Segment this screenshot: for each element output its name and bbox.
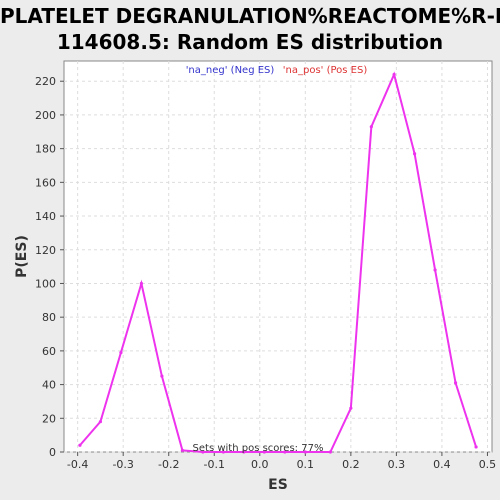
- plot-area: [63, 60, 493, 453]
- pos-scores-annotation: Sets with pos scores: 77%: [193, 443, 324, 454]
- y-tick-label: 120: [35, 244, 56, 257]
- data-point: [283, 450, 287, 454]
- y-tick-label: 220: [35, 75, 56, 88]
- y-tick-label: 60: [42, 345, 56, 358]
- series-line: [79, 71, 478, 453]
- data-point: [78, 443, 82, 447]
- data-point: [303, 450, 307, 454]
- y-tick-label: 200: [35, 109, 56, 122]
- series-group: [78, 71, 478, 454]
- data-point: [98, 420, 103, 424]
- y-tick-label: 0: [49, 446, 56, 459]
- x-tick-label: 0.2: [342, 458, 360, 471]
- y-tick-label: 160: [35, 176, 56, 189]
- data-point: [369, 125, 373, 129]
- data-point: [433, 268, 437, 272]
- data-point: [180, 448, 184, 452]
- x-tick-label: -0.3: [112, 458, 133, 471]
- data-point: [474, 445, 478, 449]
- data-point: [392, 72, 396, 77]
- chart-title-line-1: PLATELET DEGRANULATION%REACTOME%R-HSA-: [0, 4, 500, 28]
- data-point: [453, 381, 458, 385]
- y-tick-label: 180: [35, 143, 56, 156]
- grid-lines: [64, 61, 492, 453]
- data-point: [328, 450, 332, 454]
- data-point: [160, 374, 164, 378]
- data-point: [119, 350, 123, 355]
- data-point: [242, 450, 246, 454]
- legend-entry-pos: 'na_pos' (Pos ES): [283, 65, 368, 76]
- data-point: [221, 450, 225, 454]
- y-tick-label: 100: [35, 277, 56, 290]
- x-tick-label: -0.1: [204, 458, 225, 471]
- y-tick-label: 140: [35, 210, 56, 223]
- data-point: [262, 450, 266, 454]
- y-tick-label: 20: [42, 412, 56, 425]
- x-tick-label: -0.2: [158, 458, 179, 471]
- x-tick-label: -0.4: [67, 458, 88, 471]
- chart-title-line-2: 114608.5: Random ES distribution: [56, 30, 444, 54]
- x-tick-label: 0.0: [251, 458, 269, 471]
- legend-entry-neg: 'na_neg' (Neg ES): [186, 65, 275, 76]
- data-point: [201, 450, 205, 454]
- data-point: [349, 406, 353, 410]
- data-point: [139, 281, 144, 286]
- x-tick-label: 0.3: [388, 458, 406, 471]
- data-point: [412, 152, 417, 156]
- y-tick-label: 80: [42, 311, 56, 324]
- x-tick-label: 0.5: [479, 458, 497, 471]
- y-tick-label: 40: [42, 379, 56, 392]
- legend: 'na_neg' (Neg ES) 'na_pos' (Pos ES): [186, 65, 368, 76]
- x-tick-label: 0.4: [433, 458, 451, 471]
- y-axis-label: P(ES): [14, 235, 30, 278]
- y-axis-ticks: 0 20 40 60 80 100 120 140 160 180 200 220: [35, 75, 64, 459]
- x-axis-ticks: -0.4 -0.3 -0.2 -0.1 0.0 0.1 0.2 0.3 0.4 0.5: [67, 452, 496, 471]
- x-axis-label: ES: [268, 477, 288, 493]
- x-tick-label: 0.1: [297, 458, 315, 471]
